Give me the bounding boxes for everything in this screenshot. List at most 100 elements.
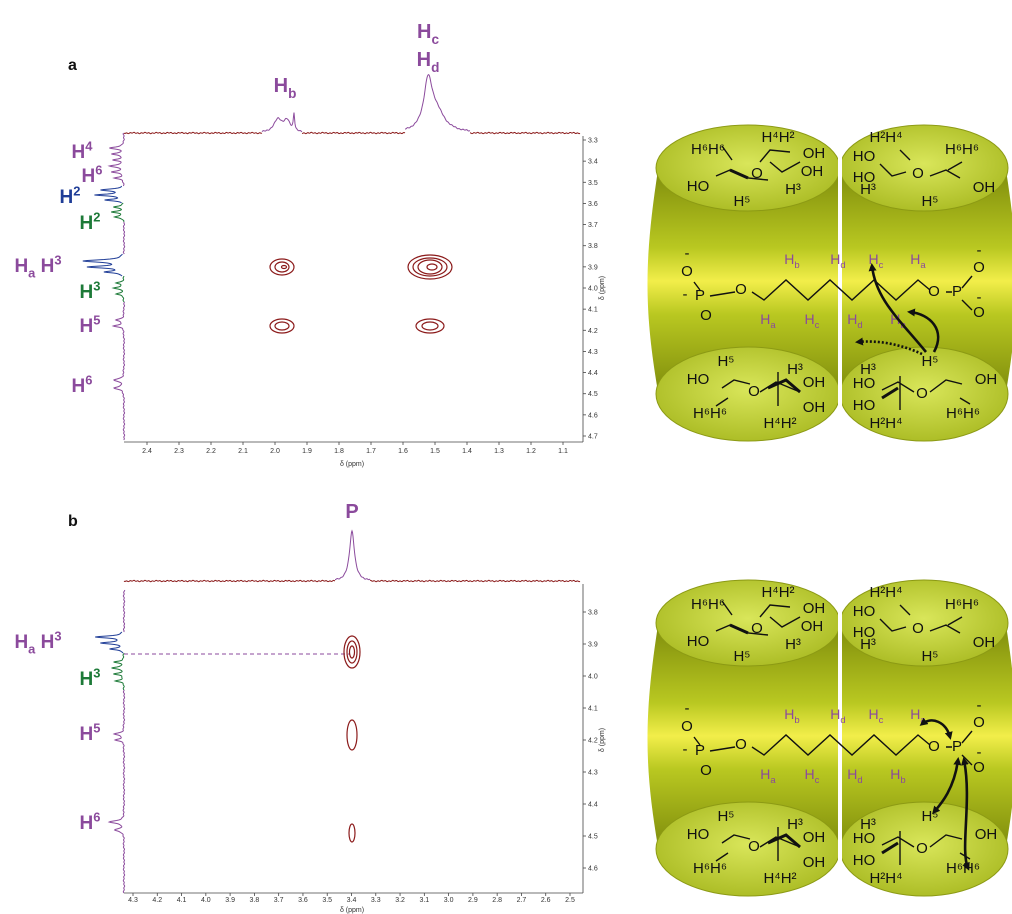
peak-label: H4 xyxy=(72,138,94,163)
label-part: b xyxy=(794,260,799,271)
y-tick-label: 3.4 xyxy=(588,159,598,166)
molecule-label: H⁴H² xyxy=(761,584,794,601)
nOe-arrow xyxy=(907,308,940,353)
y-tick-label: 4.2 xyxy=(588,328,598,335)
x-tick-label: 3.9 xyxy=(225,897,235,904)
nOe-arrow xyxy=(919,717,953,740)
x-tick-label: 4.0 xyxy=(201,897,211,904)
label-part: d xyxy=(840,715,845,726)
cylinder-body xyxy=(647,625,838,847)
label-part: a xyxy=(28,266,36,281)
x-tick-label: 1.9 xyxy=(302,448,312,455)
contour xyxy=(269,258,295,276)
x-tick-label: 1.3 xyxy=(494,448,504,455)
left-spectrum xyxy=(122,221,126,255)
molecule-label: O xyxy=(700,307,712,324)
left-spectrum xyxy=(107,132,125,187)
molecule-label: Hc xyxy=(869,706,884,726)
y-tick-label: 4.0 xyxy=(588,674,598,681)
molecule-label: H⁶H⁶ xyxy=(946,405,980,422)
label-part: b xyxy=(900,775,905,786)
molecule-label: OH xyxy=(803,399,826,416)
left-spectrum xyxy=(111,301,126,441)
contour xyxy=(346,640,358,664)
x-tick-label: 2.0 xyxy=(270,448,280,455)
y-tick-label: 4.3 xyxy=(588,770,598,777)
molecule-label: H³ xyxy=(860,636,876,653)
molecule-label: Hd xyxy=(847,311,862,331)
nOe-arrow xyxy=(868,263,928,353)
x-tick-label: 3.7 xyxy=(274,897,284,904)
contour xyxy=(417,259,443,275)
molecule-label: - xyxy=(685,700,690,717)
y-tick-label: 3.9 xyxy=(588,642,598,649)
x-tick-label: 1.2 xyxy=(526,448,536,455)
molecule-label: P xyxy=(695,287,705,304)
molecule-label: H⁵ xyxy=(921,648,938,665)
label-part: H xyxy=(80,813,94,834)
y-tick-label: 4.1 xyxy=(588,307,598,314)
label-part: 5 xyxy=(93,312,100,327)
x-tick-label: 2.7 xyxy=(517,897,527,904)
molecule-label: H²H⁴ xyxy=(869,129,902,146)
peak-label: H5 xyxy=(80,312,101,337)
label-part: H xyxy=(830,706,840,722)
molecule-label: HO xyxy=(853,397,876,414)
nOe-arrow xyxy=(932,757,962,815)
top-spectrum xyxy=(123,131,263,135)
peak-label: H3 xyxy=(80,665,101,690)
top-spectrum xyxy=(123,579,336,583)
y-axis-title: δ (ppm) xyxy=(599,276,606,300)
y-axis-title: δ (ppm) xyxy=(599,728,606,752)
y-tick-label: 4.6 xyxy=(588,866,598,873)
molecule-label: Hb xyxy=(890,766,905,786)
label-part: c xyxy=(815,320,820,331)
molecule-label: HO xyxy=(687,826,710,843)
molecule-label: HO xyxy=(687,178,710,195)
molecule-label: O xyxy=(748,838,760,855)
peak-label: Ha H3 xyxy=(14,628,61,656)
y-tick-label: 4.2 xyxy=(588,738,598,745)
contour xyxy=(348,645,356,659)
label-part: a xyxy=(770,775,776,786)
molecule-label: O xyxy=(751,620,763,637)
contour xyxy=(269,318,295,334)
peak-label: H3 xyxy=(80,278,101,303)
molecule-label: H³ xyxy=(785,636,801,653)
molecule-label: O xyxy=(928,283,940,300)
label-part: H xyxy=(869,706,879,722)
molecule-label: OH xyxy=(803,854,826,871)
molecule-label: HO xyxy=(853,375,876,392)
label-part: 3 xyxy=(54,252,61,267)
label-part: H xyxy=(760,311,770,327)
molecule-label: O xyxy=(700,762,712,779)
label-part: 3 xyxy=(93,665,100,680)
x-tick-label: 3.3 xyxy=(371,897,381,904)
contour xyxy=(412,257,448,277)
left-spectrum xyxy=(95,631,124,654)
label-part: 6 xyxy=(85,372,92,387)
molecule-label: Hb xyxy=(784,706,799,726)
cylinder-gap xyxy=(838,118,842,448)
molecule-label: H³ xyxy=(787,361,803,378)
molecule-label: H²H⁴ xyxy=(869,870,902,887)
molecule-label: Hc xyxy=(805,766,820,786)
label-part: H xyxy=(805,311,815,327)
label-part: c xyxy=(879,715,884,726)
x-tick-label: 4.3 xyxy=(128,897,138,904)
molecule-label: - xyxy=(977,242,982,259)
molecule-label: Hd xyxy=(847,766,862,786)
contour xyxy=(421,321,439,331)
label-part: d xyxy=(857,320,862,331)
label-part: H xyxy=(847,766,857,782)
label-part: 6 xyxy=(95,162,102,177)
molecule-label: - xyxy=(977,744,982,761)
label-part: d xyxy=(431,60,439,75)
y-tick-label: 4.7 xyxy=(588,434,598,441)
left-spectrum xyxy=(82,253,123,277)
label-part: P xyxy=(345,501,358,523)
molecule-label: O xyxy=(916,385,928,402)
x-tick-label: 3.2 xyxy=(395,897,405,904)
